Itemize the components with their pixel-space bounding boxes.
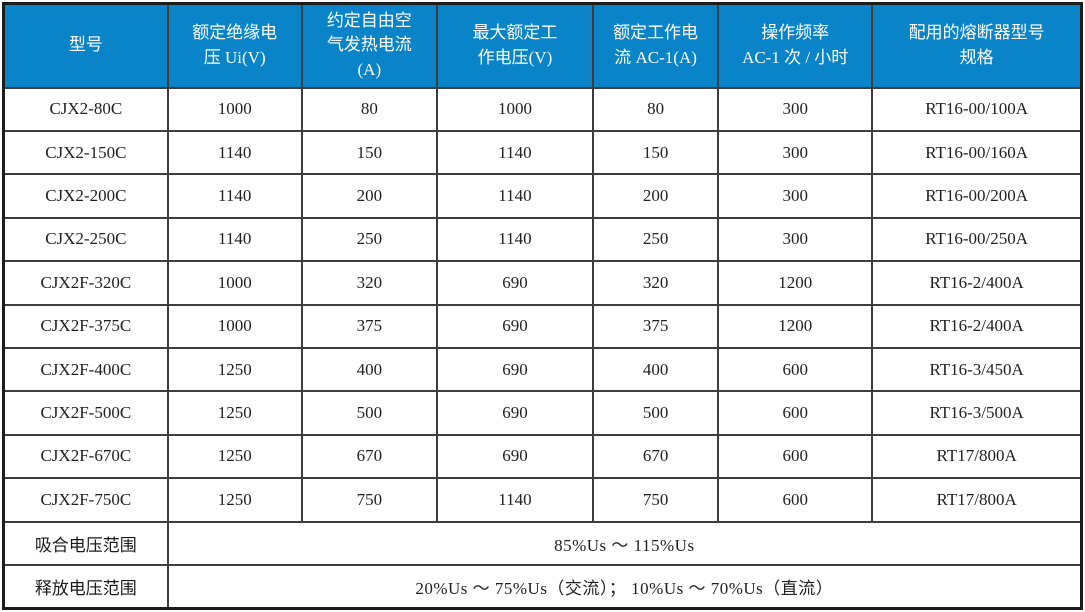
cell: 1200 — [717, 260, 874, 306]
table-row: CJX2-250C 1140 250 1140 250 300 RT16-00/… — [2, 216, 1083, 263]
table-row: CJX2F-375C 1000 375 690 375 1200 RT16-2/… — [2, 303, 1083, 349]
cell: 1200 — [717, 303, 874, 349]
cell-model: CJX2-200C — [2, 173, 169, 219]
cell: 1140 — [166, 173, 303, 219]
cell: 300 — [717, 216, 874, 263]
cell: 1140 — [435, 216, 595, 263]
cell: 600 — [717, 433, 874, 480]
cell: 400 — [592, 346, 720, 393]
cell: 1140 — [435, 173, 595, 219]
cell: 670 — [300, 433, 438, 480]
cell: 80 — [592, 86, 720, 132]
cell-fuse: RT16-00/160A — [871, 129, 1083, 176]
table-row: CJX2F-320C 1000 320 690 320 1200 RT16-2/… — [2, 260, 1083, 306]
cell-fuse: RT17/800A — [871, 477, 1083, 523]
cell: 1140 — [166, 129, 303, 176]
cell-fuse: RT16-3/450A — [871, 346, 1083, 393]
cell: 300 — [717, 129, 874, 176]
cell: 500 — [300, 390, 438, 436]
cell: 320 — [300, 260, 438, 306]
cell: 690 — [435, 303, 595, 349]
cell: 375 — [592, 303, 720, 349]
cell-model: CJX2F-750C — [2, 477, 169, 523]
release-voltage-value: 20%Us ～ 75%Us（交流）； 10%Us ～ 70%Us（直流） — [166, 563, 1083, 610]
cell: 1140 — [435, 477, 595, 523]
cell: 80 — [300, 86, 438, 132]
pickup-voltage-label: 吸合电压范围 — [2, 520, 169, 566]
cell: 1000 — [166, 303, 303, 349]
cell-fuse: RT16-00/250A — [871, 216, 1083, 263]
cell: 300 — [717, 86, 874, 132]
pickup-voltage-value: 85%Us ～ 115%Us — [166, 520, 1083, 566]
cell: 1250 — [166, 346, 303, 393]
cell: 690 — [435, 346, 595, 393]
cell: 250 — [300, 216, 438, 263]
cell: 1000 — [166, 86, 303, 132]
cell: 1140 — [435, 129, 595, 176]
header-row: 型号 额定绝缘电 压 Ui(V) 约定自由空 气发热电流 (A) 最大额定工 作… — [2, 2, 1083, 89]
cell: 690 — [435, 260, 595, 306]
cell-model: CJX2F-400C — [2, 346, 169, 393]
table-row: CJX2F-400C 1250 400 690 400 600 RT16-3/4… — [2, 346, 1083, 393]
cell-model: CJX2F-320C — [2, 260, 169, 306]
footer-row-release-voltage: 释放电压范围 20%Us ～ 75%Us（交流）； 10%Us ～ 70%Us（… — [2, 563, 1083, 610]
header-model: 型号 — [2, 2, 169, 89]
cell: 1250 — [166, 477, 303, 523]
cell-model: CJX2F-375C — [2, 303, 169, 349]
cell-fuse: RT16-2/400A — [871, 303, 1083, 349]
cell: 670 — [592, 433, 720, 480]
cell-fuse: RT16-00/100A — [871, 86, 1083, 132]
cell-fuse: RT16-2/400A — [871, 260, 1083, 306]
cell: 200 — [300, 173, 438, 219]
cell: 500 — [592, 390, 720, 436]
header-max-working-voltage: 最大额定工 作电压(V) — [435, 2, 595, 89]
cell: 1250 — [166, 433, 303, 480]
footer-row-pickup-voltage: 吸合电压范围 85%Us ～ 115%Us — [2, 520, 1083, 566]
table-row: CJX2-150C 1140 150 1140 150 300 RT16-00/… — [2, 129, 1083, 176]
table-row: CJX2F-750C 1250 750 1140 750 600 RT17/80… — [2, 477, 1083, 523]
cell: 600 — [717, 477, 874, 523]
cell: 320 — [592, 260, 720, 306]
header-fuse-spec: 配用的熔断器型号 规格 — [871, 2, 1083, 89]
cell-model: CJX2-250C — [2, 216, 169, 263]
cell: 300 — [717, 173, 874, 219]
table-row: CJX2F-670C 1250 670 690 670 600 RT17/800… — [2, 433, 1083, 480]
cell: 150 — [300, 129, 438, 176]
cell: 600 — [717, 390, 874, 436]
table-row: CJX2F-500C 1250 500 690 500 600 RT16-3/5… — [2, 390, 1083, 436]
header-operating-frequency: 操作频率 AC-1 次 / 小时 — [717, 2, 874, 89]
cell: 1000 — [435, 86, 595, 132]
table-row: CJX2-80C 1000 80 1000 80 300 RT16-00/100… — [2, 86, 1083, 132]
cell-fuse: RT16-3/500A — [871, 390, 1083, 436]
cell: 750 — [300, 477, 438, 523]
cell: 400 — [300, 346, 438, 393]
header-working-current: 额定工作电 流 AC-1(A) — [592, 2, 720, 89]
cell: 1250 — [166, 390, 303, 436]
cell: 600 — [717, 346, 874, 393]
cell-model: CJX2-150C — [2, 129, 169, 176]
cell-model: CJX2-80C — [2, 86, 169, 132]
cell: 1140 — [166, 216, 303, 263]
cell: 375 — [300, 303, 438, 349]
cell: 690 — [435, 390, 595, 436]
cell-fuse: RT17/800A — [871, 433, 1083, 480]
release-voltage-label: 释放电压范围 — [2, 563, 169, 610]
header-thermal-current: 约定自由空 气发热电流 (A) — [300, 2, 438, 89]
cell: 250 — [592, 216, 720, 263]
cell-model: CJX2F-500C — [2, 390, 169, 436]
cell-fuse: RT16-00/200A — [871, 173, 1083, 219]
cell: 150 — [592, 129, 720, 176]
cell: 200 — [592, 173, 720, 219]
cell-model: CJX2F-670C — [2, 433, 169, 480]
cell: 690 — [435, 433, 595, 480]
header-insulation-voltage: 额定绝缘电 压 Ui(V) — [166, 2, 303, 89]
cell: 1000 — [166, 260, 303, 306]
cell: 750 — [592, 477, 720, 523]
table-row: CJX2-200C 1140 200 1140 200 300 RT16-00/… — [2, 173, 1083, 219]
